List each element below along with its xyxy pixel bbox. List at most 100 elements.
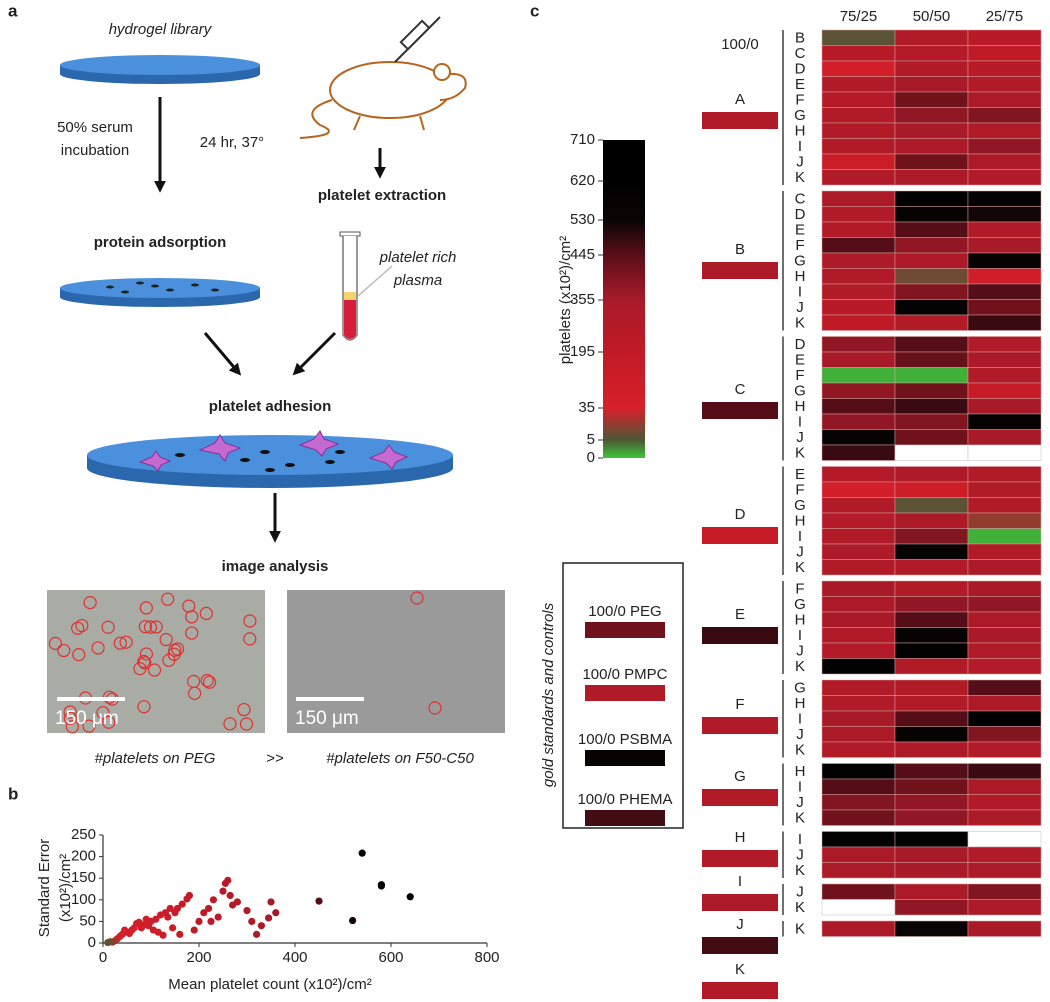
platelet-marker: [200, 673, 214, 688]
row-label: E: [795, 76, 805, 93]
row-label: J: [796, 154, 804, 171]
control-cell: [585, 810, 665, 826]
row-label: H: [795, 123, 806, 140]
data-point: [205, 904, 213, 913]
row-label: H: [795, 398, 806, 415]
heat-cell: [821, 29, 896, 46]
heat-cell: [967, 351, 1042, 368]
row-label: K: [795, 742, 805, 759]
row-label: I: [798, 627, 802, 644]
base-label: I: [738, 873, 742, 890]
caption: >>: [266, 750, 284, 767]
heat-cell: [967, 190, 1042, 207]
base-label: K: [735, 961, 745, 978]
data-point: [157, 911, 165, 919]
heat-cell: [967, 314, 1042, 331]
heat-cell: [967, 642, 1042, 659]
heat-cell: [821, 351, 896, 368]
row-label: E: [795, 352, 805, 369]
platelet-marker: [138, 620, 152, 634]
column-header: 75/25: [840, 8, 878, 25]
heat-cell: [894, 221, 969, 238]
y-axis-label: Standard Error: [36, 839, 53, 937]
x-tick-label: 400: [282, 949, 307, 966]
platelet-marker: [223, 717, 237, 731]
scatter-plot: 0 50 100 150 200 250 0 200 400 600 800: [71, 826, 500, 966]
scale-label: 150 μm: [55, 708, 119, 729]
control-label: 100/0 PMPC: [582, 666, 667, 683]
heat-cell: [967, 679, 1042, 696]
heat-cell: [894, 831, 969, 848]
platelet-marker: [185, 626, 199, 640]
heat-cell: [821, 658, 896, 675]
heat-cell: [894, 299, 969, 316]
heat-cell: [821, 336, 896, 353]
panel-label: c: [530, 1, 539, 20]
platelet-marker: [137, 700, 151, 714]
heat-cell: [967, 695, 1042, 712]
base-cell: [702, 402, 778, 419]
heat-cell: [894, 611, 969, 628]
base-label: C: [735, 381, 746, 398]
heat-cell: [821, 679, 896, 696]
heat-cell: [821, 543, 896, 560]
heat-cell: [967, 512, 1042, 529]
step-label: platelet adhesion: [209, 398, 332, 415]
data-point: [315, 897, 323, 905]
data-point: [130, 924, 138, 932]
panel-label: b: [8, 784, 18, 803]
heat-cell: [894, 466, 969, 483]
step-label: 24 hr, 37°: [200, 134, 264, 151]
panel-label: a: [8, 1, 18, 20]
heat-cell: [967, 658, 1042, 675]
control-cell: [585, 622, 665, 638]
heat-cell: [894, 367, 969, 384]
row-label: H: [795, 612, 806, 629]
heat-cell: [821, 122, 896, 139]
arrow: [203, 332, 242, 376]
data-point: [195, 917, 203, 926]
row-label: J: [796, 429, 804, 446]
heat-cell: [894, 658, 969, 675]
heat-cell: [967, 741, 1042, 758]
heat-cell: [967, 153, 1042, 170]
control-cell: [585, 685, 665, 701]
heat-cell: [894, 481, 969, 498]
empty-cell: [967, 831, 1042, 848]
heat-cell: [821, 91, 896, 108]
platelet-marker: [71, 621, 85, 635]
heat-cell: [821, 466, 896, 483]
row-label: I: [798, 528, 802, 545]
heat-cell: [967, 710, 1042, 727]
heat-cell: [821, 398, 896, 415]
heat-cell: [894, 679, 969, 696]
heat-cell: [967, 481, 1042, 498]
heat-cell: [821, 283, 896, 300]
base-label: D: [735, 506, 746, 523]
row-label: K: [795, 658, 805, 675]
row-label: H: [795, 268, 806, 285]
micrograph: [47, 590, 265, 733]
colorbar-tick-label: 355: [570, 291, 595, 308]
heat-cell: [967, 528, 1042, 545]
platelet-marker: [65, 720, 79, 734]
heat-cell: [821, 76, 896, 93]
platelet-marker: [101, 620, 115, 634]
base-label: B: [735, 241, 745, 258]
base-cell: [702, 982, 778, 999]
row-label: F: [795, 92, 804, 109]
column-header: 50/50: [913, 8, 951, 25]
row-label: K: [795, 559, 805, 576]
row-label: I: [798, 779, 802, 796]
data-point: [219, 887, 227, 895]
data-point: [140, 921, 148, 929]
data-point: [272, 909, 280, 917]
heat-cell: [821, 695, 896, 712]
heat-cell: [894, 351, 969, 368]
heat-cell: [894, 413, 969, 430]
data-point: [209, 896, 217, 904]
data-point: [200, 909, 208, 917]
control-cell: [585, 750, 665, 766]
heat-cell: [821, 314, 896, 331]
